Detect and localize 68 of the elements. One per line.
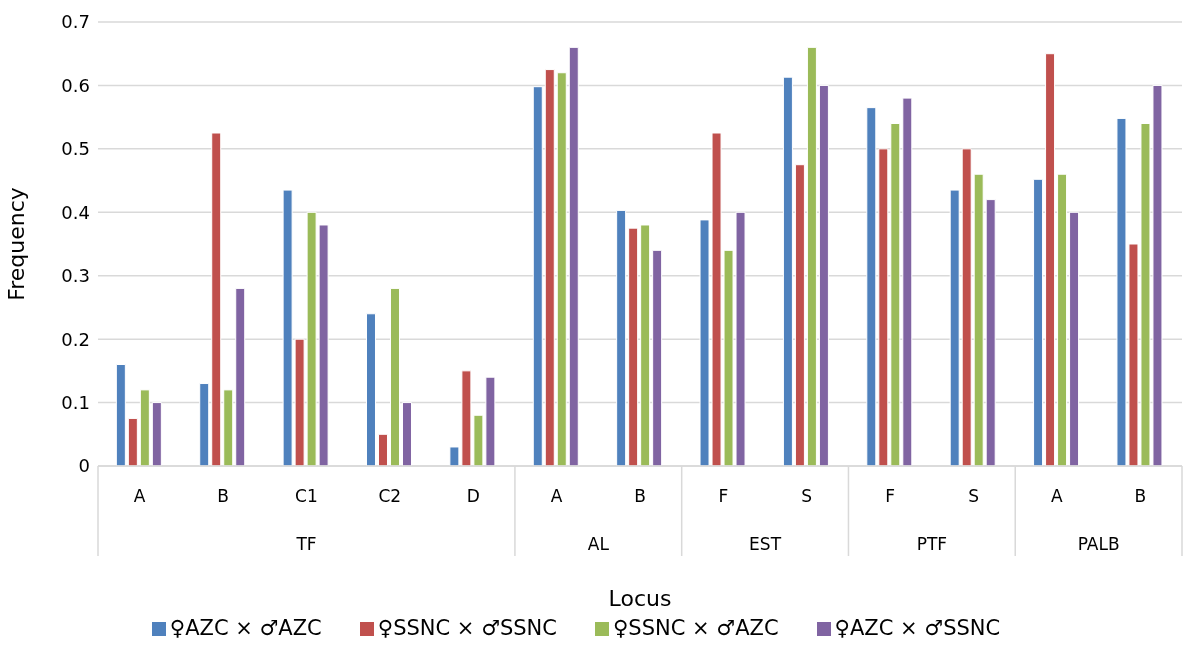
x-tick-label: S — [801, 486, 813, 507]
legend-label: ♀SSNC × ♂AZC — [612, 616, 779, 640]
text: TF — [295, 534, 317, 554]
bar — [782, 76, 793, 466]
bar — [878, 148, 889, 466]
bar — [402, 402, 412, 466]
y-tick-label: 0.2 — [61, 328, 90, 350]
x-tick-label: B — [1134, 486, 1147, 507]
text: PTF — [916, 534, 948, 554]
x-tick-label: A — [1051, 486, 1064, 507]
bar — [139, 389, 150, 466]
x-tick-label: B — [634, 486, 646, 507]
bar — [961, 148, 972, 466]
bar — [235, 287, 246, 466]
x-tick-label: S — [968, 486, 979, 507]
bar — [949, 189, 960, 466]
bar — [556, 72, 567, 466]
bar — [890, 122, 901, 466]
bar — [1045, 53, 1056, 466]
bar — [866, 107, 877, 466]
bar — [568, 46, 579, 466]
bar — [151, 402, 162, 466]
bar — [544, 69, 555, 466]
y-tick-label: 0.6 — [61, 74, 90, 96]
y-tick-label: 0 — [78, 455, 90, 477]
y-tick-label: 0.5 — [61, 138, 90, 160]
bar — [127, 417, 138, 466]
bar — [973, 173, 984, 466]
bar — [640, 224, 651, 466]
y-tick-label: 0.7 — [61, 11, 90, 33]
x-tick-label: F — [718, 486, 729, 507]
legend-label: ♀AZC × ♂SSNC — [834, 616, 1001, 640]
bar — [794, 164, 805, 466]
y-tick-label: 0.3 — [61, 265, 90, 287]
text: EST — [749, 534, 782, 554]
y-tick-label: 0.1 — [61, 391, 90, 413]
legend-label: ♀SSNC × ♂SSNC — [377, 616, 557, 640]
legend-label: ♀AZC × ♂AZC — [169, 616, 322, 640]
y-axis-title: Frequency — [3, 187, 29, 301]
bar — [628, 227, 639, 466]
bar — [985, 199, 996, 466]
bar — [806, 46, 817, 466]
bar — [223, 389, 234, 466]
bar — [902, 97, 913, 466]
bar — [818, 84, 829, 466]
bar — [115, 364, 126, 466]
x-tick-label: F — [885, 486, 896, 507]
bar — [378, 433, 388, 466]
bar — [652, 249, 663, 466]
bar — [1033, 178, 1044, 466]
text: AL — [587, 534, 610, 554]
bar — [211, 132, 222, 466]
x-tick-label: A — [550, 486, 563, 507]
y-tick-label: 0.4 — [61, 201, 90, 223]
bar — [1057, 173, 1068, 466]
bar — [1069, 211, 1080, 466]
bar — [616, 209, 627, 466]
x-tick-label: A — [133, 486, 146, 507]
x-axis-title: Locus — [608, 586, 672, 611]
x-tick-label: D — [466, 486, 480, 507]
bar — [366, 313, 376, 466]
bar — [532, 86, 543, 466]
x-tick-label: C2 — [378, 486, 402, 507]
x-tick-label: C1 — [295, 486, 318, 507]
bar — [199, 383, 210, 466]
x-tick-label: B — [217, 486, 229, 507]
text: PALB — [1077, 534, 1120, 554]
bar — [390, 287, 400, 466]
